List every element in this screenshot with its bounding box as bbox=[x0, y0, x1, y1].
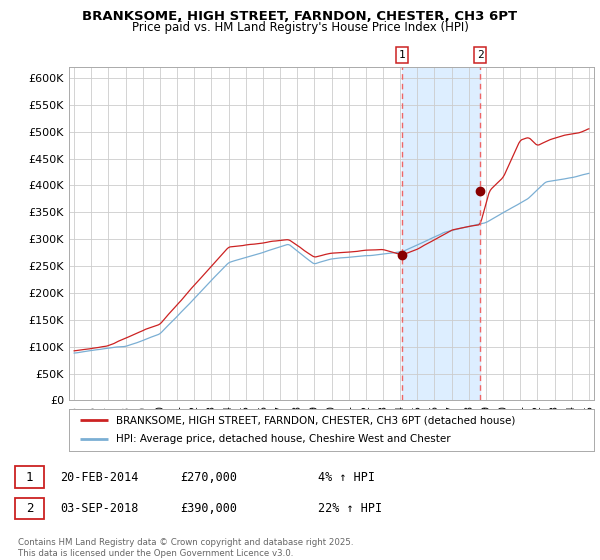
Text: 1: 1 bbox=[399, 50, 406, 60]
Text: 2: 2 bbox=[26, 502, 33, 515]
Bar bbox=[402, 67, 480, 400]
Text: BRANKSOME, HIGH STREET, FARNDON, CHESTER, CH3 6PT (detached house): BRANKSOME, HIGH STREET, FARNDON, CHESTER… bbox=[116, 415, 515, 425]
Text: Price paid vs. HM Land Registry's House Price Index (HPI): Price paid vs. HM Land Registry's House … bbox=[131, 21, 469, 34]
Text: 20-FEB-2014: 20-FEB-2014 bbox=[60, 470, 139, 484]
Text: £270,000: £270,000 bbox=[180, 470, 237, 484]
Text: 03-SEP-2018: 03-SEP-2018 bbox=[60, 502, 139, 515]
Text: BRANKSOME, HIGH STREET, FARNDON, CHESTER, CH3 6PT: BRANKSOME, HIGH STREET, FARNDON, CHESTER… bbox=[82, 10, 518, 23]
Text: 4% ↑ HPI: 4% ↑ HPI bbox=[318, 470, 375, 484]
Text: HPI: Average price, detached house, Cheshire West and Chester: HPI: Average price, detached house, Ches… bbox=[116, 435, 451, 445]
Text: £390,000: £390,000 bbox=[180, 502, 237, 515]
Text: Contains HM Land Registry data © Crown copyright and database right 2025.
This d: Contains HM Land Registry data © Crown c… bbox=[18, 538, 353, 558]
Text: 2: 2 bbox=[477, 50, 484, 60]
Text: 22% ↑ HPI: 22% ↑ HPI bbox=[318, 502, 382, 515]
Text: 1: 1 bbox=[26, 470, 33, 484]
